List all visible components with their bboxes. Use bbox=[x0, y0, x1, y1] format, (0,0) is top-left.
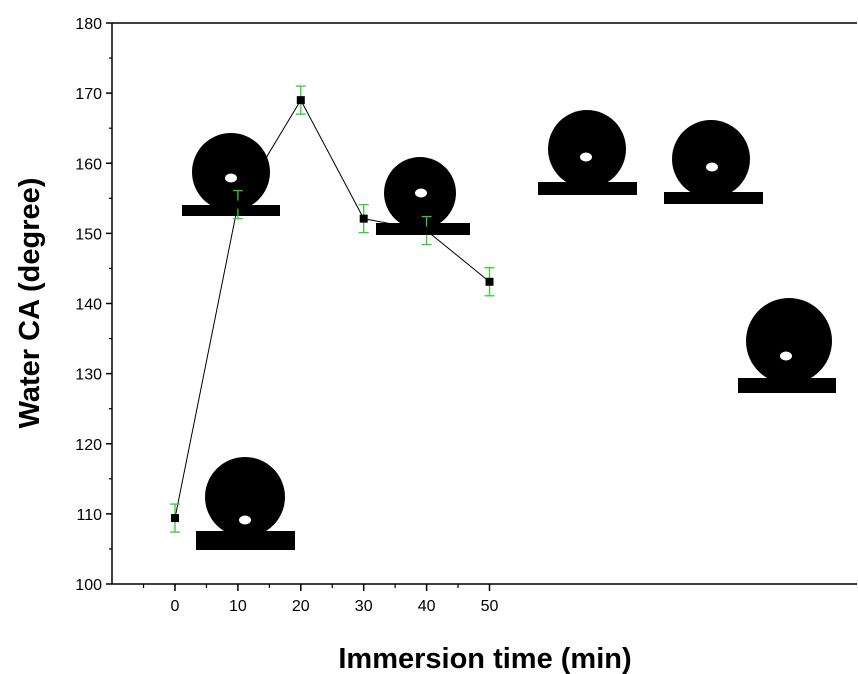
y-tick-label: 110 bbox=[76, 507, 102, 524]
y-tick-label: 170 bbox=[75, 86, 102, 103]
x-tick-label: 20 bbox=[292, 598, 310, 615]
series-line bbox=[174, 99, 490, 519]
droplet-highlight bbox=[580, 152, 592, 162]
water-droplet bbox=[192, 133, 270, 211]
water-droplet bbox=[205, 457, 285, 537]
water-droplet bbox=[746, 298, 832, 384]
data-point bbox=[485, 277, 494, 286]
substrate bbox=[664, 192, 763, 204]
y-tick-label: 140 bbox=[75, 297, 102, 314]
droplet-inset-4 bbox=[664, 120, 763, 204]
data-series bbox=[170, 85, 495, 533]
x-axis-title: Immersion time (min) bbox=[338, 643, 631, 674]
droplet-highlight bbox=[780, 351, 792, 361]
data-point bbox=[171, 514, 179, 523]
data-point bbox=[296, 96, 305, 105]
droplet-inset-3 bbox=[538, 110, 637, 195]
droplet-highlight bbox=[225, 173, 237, 183]
y-tick-label: 130 bbox=[75, 367, 102, 384]
x-tick-label: 0 bbox=[171, 598, 180, 615]
data-point bbox=[233, 200, 242, 209]
water-droplet bbox=[672, 120, 750, 198]
x-tick-label: 10 bbox=[229, 598, 247, 615]
x-tick-label: 50 bbox=[481, 598, 499, 615]
droplet-highlight bbox=[239, 515, 251, 525]
y-tick-label: 160 bbox=[75, 156, 102, 173]
y-tick-label: 150 bbox=[75, 226, 102, 243]
y-tick-label: 180 bbox=[75, 16, 102, 33]
droplet-inset-0 bbox=[196, 457, 295, 550]
x-tick-label: 30 bbox=[355, 598, 373, 615]
droplet-inset-2 bbox=[376, 157, 470, 235]
droplet-insets bbox=[182, 110, 836, 550]
water-droplet bbox=[548, 110, 626, 188]
droplet-inset-5 bbox=[738, 298, 836, 393]
substrate bbox=[738, 378, 836, 393]
y-tick-label: 120 bbox=[75, 437, 102, 454]
data-point bbox=[359, 214, 368, 223]
substrate bbox=[538, 182, 637, 195]
data-point bbox=[422, 226, 431, 235]
substrate bbox=[196, 531, 295, 550]
axes: 100 110 120 130 140 150 160 170 180 0 10 20 30 40 50 bbox=[75, 16, 857, 615]
x-tick-label: 40 bbox=[418, 598, 436, 615]
droplet-highlight bbox=[706, 162, 718, 172]
y-tick-label: 100 bbox=[75, 577, 102, 594]
y-axis-title: Water CA (degree) bbox=[14, 178, 46, 429]
droplet-inset-1 bbox=[182, 133, 280, 216]
droplet-highlight bbox=[415, 188, 427, 198]
